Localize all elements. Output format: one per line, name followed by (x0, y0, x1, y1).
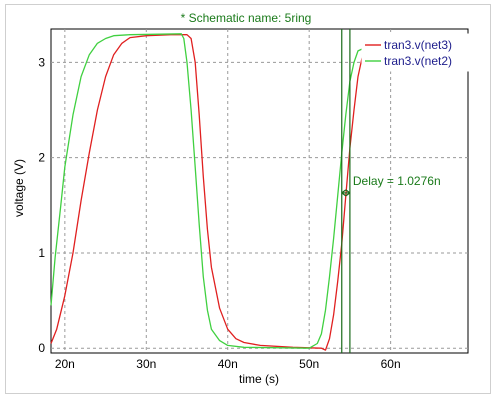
y-tick-label: 2 (38, 151, 45, 165)
x-tick-label: 40n (218, 357, 238, 371)
x-tick-label: 50n (299, 357, 319, 371)
delay-annotation: Delay = 1.0276n (341, 174, 441, 197)
y-tick-label: 3 (38, 55, 45, 69)
legend-label-2: tran3.v(net2) (384, 54, 452, 68)
delay-label: Delay = 1.0276n (353, 174, 441, 188)
legend-box (361, 33, 470, 72)
y-tick-label: 0 (38, 341, 45, 355)
series-line-1 (50, 34, 375, 351)
plot-area (50, 28, 469, 354)
chart-title: * Schematic name: 5ring (181, 11, 312, 25)
x-tick-label: 60n (381, 357, 401, 371)
x-axis-label: time (s) (239, 372, 279, 386)
y-axis-label: voltage (V) (12, 159, 26, 217)
chart-panel: * Schematic name: 5ring 20n 30n 40n 50n 60n 0… (5, 4, 491, 394)
delay-arrowhead-1 (341, 189, 347, 197)
x-tick-label: 30n (136, 357, 156, 371)
legend-label-1: tran3.v(net3) (384, 38, 452, 52)
chart-svg: * Schematic name: 5ring 20n 30n 40n 50n 60n 0… (12, 11, 470, 386)
delay-arrowhead-2 (345, 189, 351, 197)
legend: tran3.v(net3) tran3.v(net2) (361, 33, 470, 72)
x-tick-label: 20n (55, 357, 75, 371)
y-tick-label: 1 (38, 246, 45, 260)
